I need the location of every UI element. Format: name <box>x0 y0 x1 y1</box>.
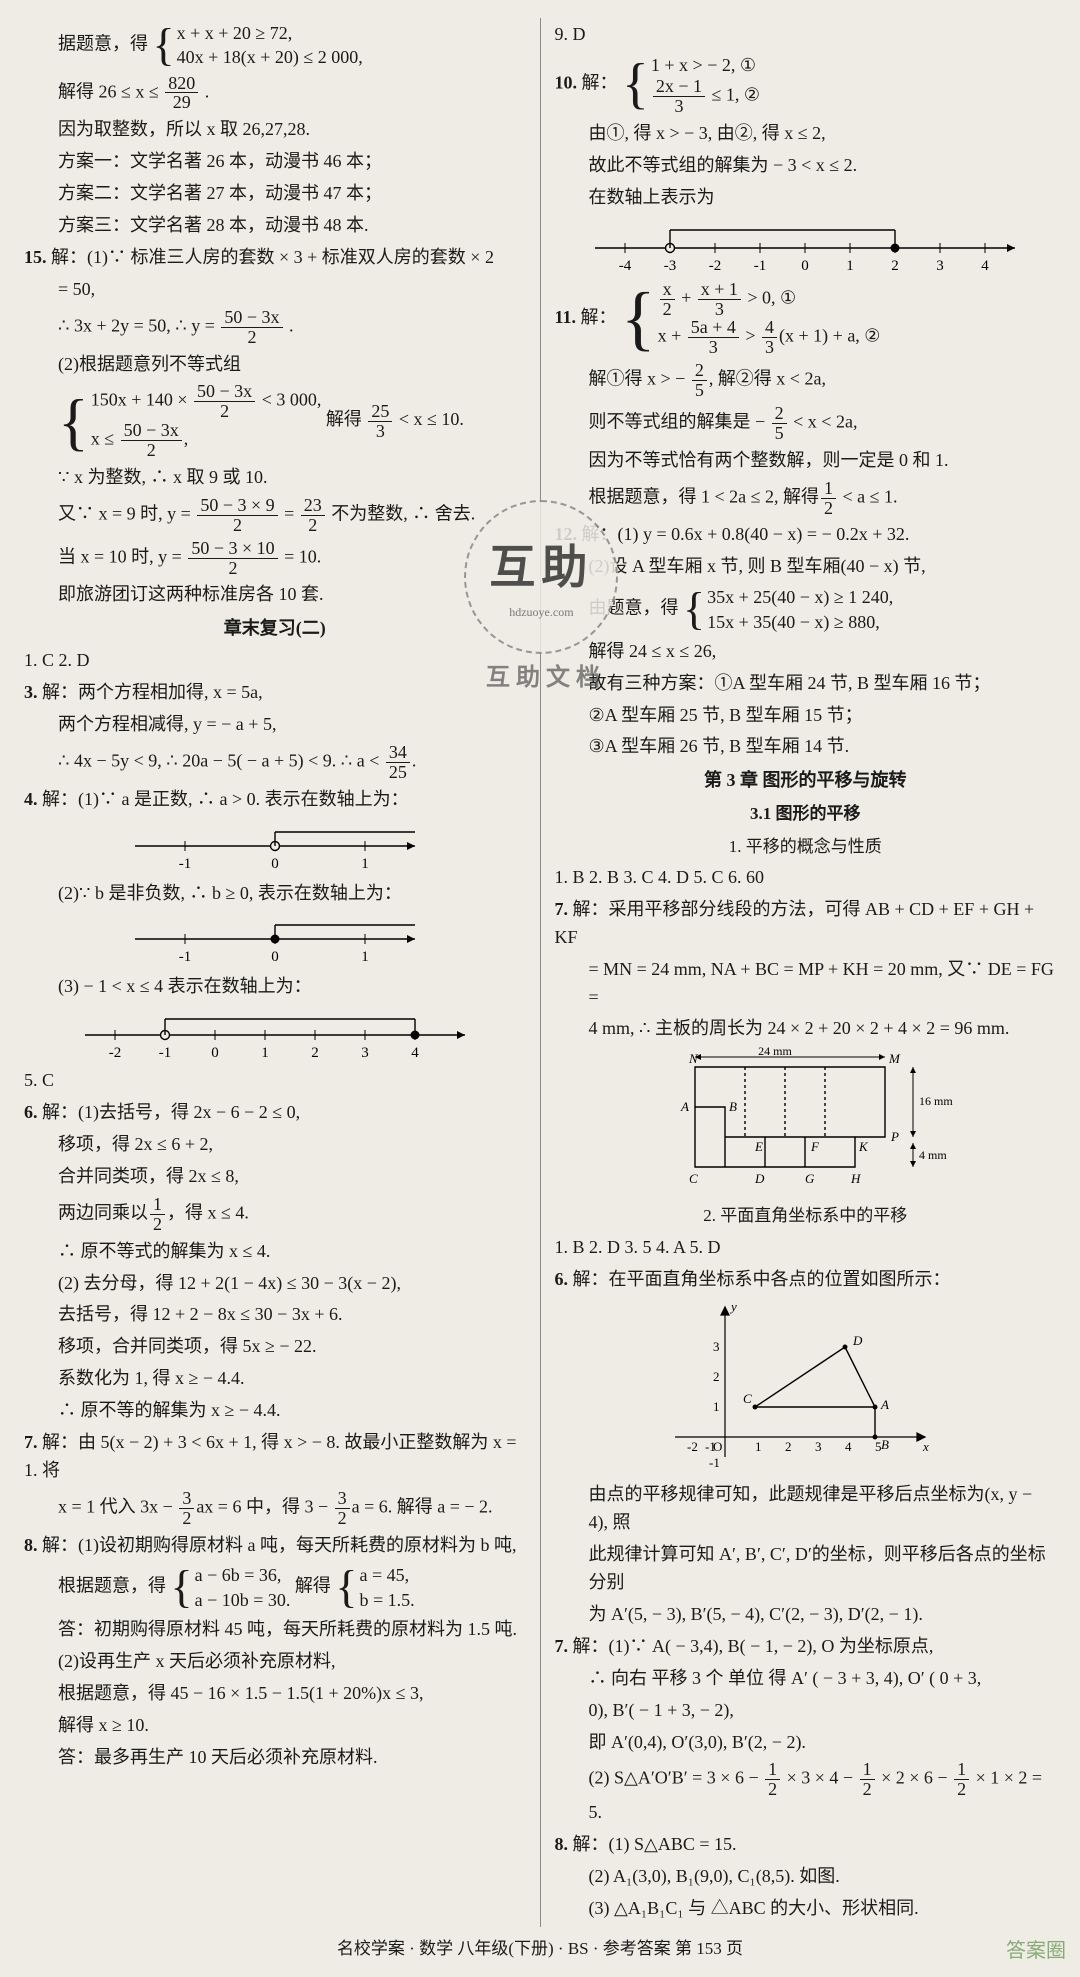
eq: x + x + 20 ≥ 72, <box>177 21 363 45</box>
svg-text:4: 4 <box>845 1439 852 1454</box>
svg-text:4: 4 <box>982 258 990 274</box>
svg-text:H: H <box>850 1171 861 1186</box>
svg-text:-1: -1 <box>179 856 192 872</box>
svg-text:2: 2 <box>785 1439 792 1454</box>
numberline-4: -4 -3 -2 -1 0 1 2 3 4 <box>575 216 1035 276</box>
left-col: 据题意，得 { x + x + 20 ≥ 72, 40x + 18(x + 20… <box>24 18 541 1927</box>
svg-text:4: 4 <box>411 1045 419 1061</box>
section-title: 章末复习(二) <box>24 615 526 643</box>
svg-text:1: 1 <box>713 1399 720 1414</box>
svg-text:C: C <box>743 1391 752 1406</box>
svg-text:E: E <box>754 1139 763 1154</box>
svg-text:-1: -1 <box>754 258 767 274</box>
svg-text:N: N <box>688 1051 699 1066</box>
eq: 40x + 18(x + 20) ≤ 2 000, <box>177 45 363 69</box>
text: 方案一：文学名著 26 本，动漫书 46 本； <box>24 148 526 176</box>
svg-text:K: K <box>858 1139 869 1154</box>
svg-text:0: 0 <box>802 258 810 274</box>
svg-text:y: y <box>729 1299 737 1314</box>
svg-text:2: 2 <box>311 1045 319 1061</box>
svg-text:3: 3 <box>937 258 945 274</box>
svg-text:24 mm: 24 mm <box>758 1047 792 1058</box>
svg-text:4 mm: 4 mm <box>919 1148 947 1162</box>
svg-text:-1: -1 <box>709 1455 720 1470</box>
svg-text:1: 1 <box>261 1045 269 1061</box>
corner-watermark: 答案圈 <box>1006 1936 1066 1967</box>
svg-text:-1: -1 <box>705 1439 716 1454</box>
svg-text:P: P <box>890 1129 899 1144</box>
text: 因为取整数，所以 x 取 26,27,28. <box>24 116 526 144</box>
svg-text:D: D <box>754 1171 765 1186</box>
svg-text:-3: -3 <box>664 258 677 274</box>
svg-text:-1: -1 <box>159 1045 172 1061</box>
chapter-title: 第 3 章 图形的平移与旋转 <box>555 767 1057 795</box>
svg-text:D: D <box>852 1333 863 1348</box>
svg-text:F: F <box>810 1139 820 1154</box>
svg-text:-4: -4 <box>619 258 632 274</box>
svg-text:-2: -2 <box>687 1439 698 1454</box>
svg-text:0: 0 <box>211 1045 219 1061</box>
svg-text:1: 1 <box>361 949 369 965</box>
svg-text:-2: -2 <box>709 258 722 274</box>
figure-shape: N M A B P E F K C D G H 24 mm 16 mm 4 mm <box>655 1047 955 1197</box>
svg-text:-1: -1 <box>179 949 192 965</box>
numberline-1: -1 0 1 <box>115 818 435 876</box>
svg-text:-2: -2 <box>109 1045 122 1061</box>
coord-plot: Oyx -2-1 12345 123 -1 C D A B <box>665 1297 945 1477</box>
svg-text:G: G <box>805 1171 815 1186</box>
watermark-seal: 互助 hdzuoye.com <box>464 500 618 654</box>
svg-text:B: B <box>729 1099 737 1114</box>
watermark-text: 互助文档 <box>486 660 606 697</box>
svg-text:A: A <box>880 1397 889 1412</box>
text: 方案二：文学名著 27 本，动漫书 47 本； <box>24 180 526 208</box>
svg-text:1: 1 <box>361 856 369 872</box>
svg-text:1: 1 <box>755 1439 762 1454</box>
svg-text:2: 2 <box>892 258 900 274</box>
svg-text:A: A <box>680 1099 689 1114</box>
numberline-2: -1 0 1 <box>115 911 435 969</box>
svg-text:C: C <box>689 1171 698 1186</box>
page-footer: 名校学案 · 数学 八年级(下册) · BS · 参考答案 第 153 页 <box>0 1936 1080 1962</box>
svg-text:2: 2 <box>713 1369 720 1384</box>
text: 据题意，得 <box>58 33 148 53</box>
svg-text:3: 3 <box>815 1439 822 1454</box>
svg-text:x: x <box>922 1439 929 1454</box>
right-col: 9. D 10. 解： { 1 + x > − 2, ① 2x − 13 ≤ 1… <box>541 18 1057 1927</box>
numberline-3: -2 -1 0 1 2 3 4 <box>65 1005 485 1063</box>
svg-text:0: 0 <box>271 856 279 872</box>
page: 据题意，得 { x + x + 20 ≥ 72, 40x + 18(x + 20… <box>0 0 1080 1977</box>
svg-text:0: 0 <box>271 949 279 965</box>
svg-text:3: 3 <box>361 1045 369 1061</box>
svg-text:M: M <box>888 1051 901 1066</box>
text: 方案三：文学名著 28 本，动漫书 48 本. <box>24 212 526 240</box>
svg-text:16 mm: 16 mm <box>919 1094 953 1108</box>
text: 解得 26 ≤ x ≤ <box>58 81 163 101</box>
svg-text:3: 3 <box>713 1339 720 1354</box>
svg-text:1: 1 <box>847 258 855 274</box>
svg-text:B: B <box>881 1437 889 1452</box>
